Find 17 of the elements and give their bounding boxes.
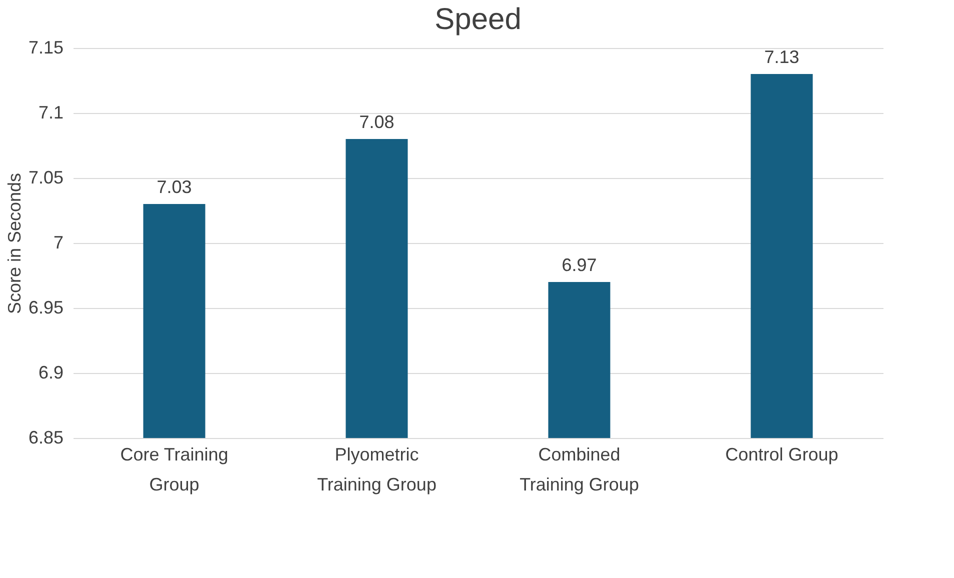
y-tick-label: 7.1 [38,102,64,122]
x-tick-label: Core Training Group [120,444,228,494]
y-tick-label: 6.9 [38,362,64,382]
y-tick-label: 7.05 [28,168,64,188]
y-tick-label: 6.85 [28,428,64,448]
chart-title: Speed [434,3,522,36]
x-tick-label: Combined Training Group [520,444,639,494]
y-tick-label: 7 [53,232,64,252]
y-tick-label: 7.15 [28,38,64,58]
data-label: 7.08 [359,112,394,132]
data-label: 7.03 [156,177,192,197]
x-tick-label: Plyometric Training Group [317,444,436,494]
data-label: 6.97 [562,255,597,275]
y-axis-title: Score in Seconds [4,172,24,314]
y-tick-label: 6.95 [28,298,64,318]
x-tick-label: Control Group [725,444,838,464]
data-label: 7.13 [764,47,800,67]
